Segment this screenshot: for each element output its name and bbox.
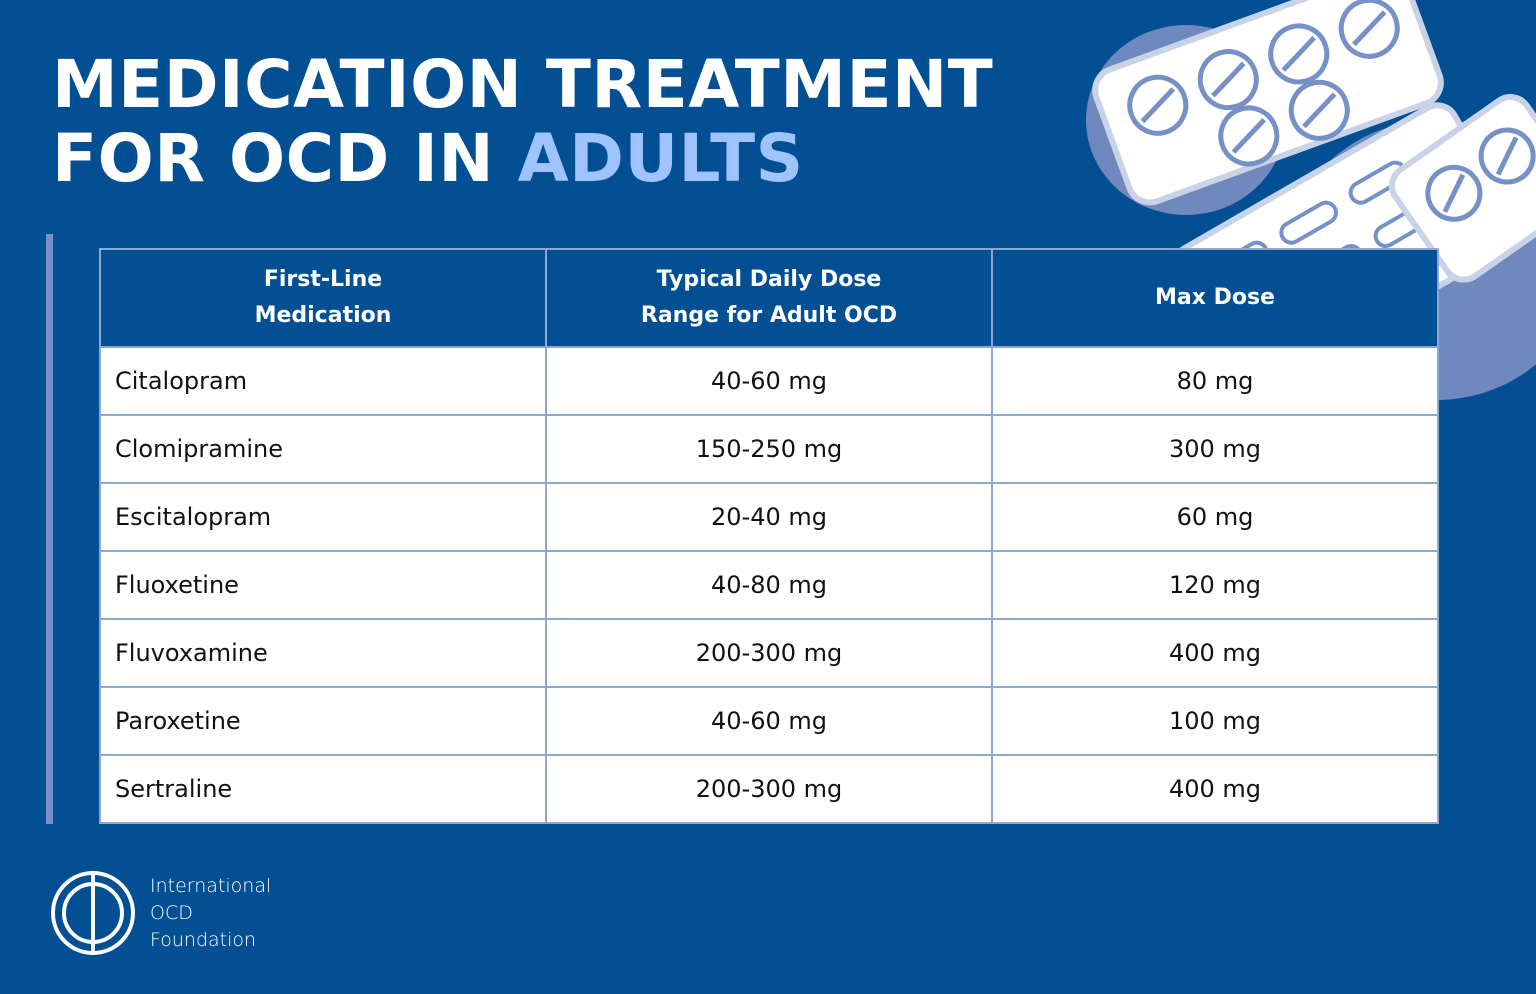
logo-text: International OCD Foundation (150, 873, 271, 954)
dose-range: 20-40 mg (545, 482, 993, 552)
header-line: Typical Daily Dose (656, 267, 882, 292)
table-row: Clomipramine 150-250 mg 300 mg (99, 414, 1439, 484)
table-row: Fluvoxamine 200-300 mg 400 mg (99, 618, 1439, 688)
dose-range: 200-300 mg (545, 754, 993, 824)
header-typical-daily-dose: Typical Daily Dose Range for Adult OCD (545, 248, 993, 348)
medication-name: Citalopram (99, 346, 547, 416)
header-line: First-Line (263, 267, 383, 292)
side-accent-bar (46, 234, 53, 824)
ocd-foundation-logo-icon (51, 871, 135, 955)
header-first-line-medication: First-Line Medication (99, 248, 547, 348)
header-line: Max Dose (1155, 285, 1275, 310)
medication-name: Fluoxetine (99, 550, 547, 620)
dose-range: 40-80 mg (545, 550, 993, 620)
page-title: MEDICATION TREATMENT FOR OCD IN ADULTS (52, 48, 993, 196)
max-dose: 60 mg (991, 482, 1439, 552)
table-row: Fluoxetine 40-80 mg 120 mg (99, 550, 1439, 620)
dose-range: 40-60 mg (545, 686, 993, 756)
title-line-2: FOR OCD IN ADULTS (52, 122, 993, 196)
medication-name: Paroxetine (99, 686, 547, 756)
table-row: Escitalopram 20-40 mg 60 mg (99, 482, 1439, 552)
medication-name: Sertraline (99, 754, 547, 824)
medication-name: Fluvoxamine (99, 618, 547, 688)
max-dose: 120 mg (991, 550, 1439, 620)
title-accent: ADULTS (517, 120, 804, 197)
max-dose: 400 mg (991, 618, 1439, 688)
medication-name: Clomipramine (99, 414, 547, 484)
max-dose: 100 mg (991, 686, 1439, 756)
medication-table: First-Line Medication Typical Daily Dose… (99, 248, 1439, 824)
title-line-1: MEDICATION TREATMENT (52, 46, 994, 123)
max-dose: 300 mg (991, 414, 1439, 484)
medication-name: Escitalopram (99, 482, 547, 552)
table-row: Paroxetine 40-60 mg 100 mg (99, 686, 1439, 756)
title-line-2-prefix: FOR OCD IN (52, 120, 518, 197)
table-row: Sertraline 200-300 mg 400 mg (99, 754, 1439, 824)
table-row: Citalopram 40-60 mg 80 mg (99, 346, 1439, 416)
dose-range: 200-300 mg (545, 618, 993, 688)
table-header-row: First-Line Medication Typical Daily Dose… (99, 248, 1439, 348)
dose-range: 40-60 mg (545, 346, 993, 416)
max-dose: 400 mg (991, 754, 1439, 824)
header-line: Range for Adult OCD (640, 303, 898, 328)
logo-line: Foundation (150, 928, 257, 951)
header-max-dose: Max Dose (991, 248, 1439, 348)
iocdf-logo: International OCD Foundation (50, 870, 271, 956)
max-dose: 80 mg (991, 346, 1439, 416)
header-line: Medication (254, 303, 392, 328)
dose-range: 150-250 mg (545, 414, 993, 484)
logo-line: OCD (150, 901, 193, 924)
logo-line: International (150, 874, 272, 897)
